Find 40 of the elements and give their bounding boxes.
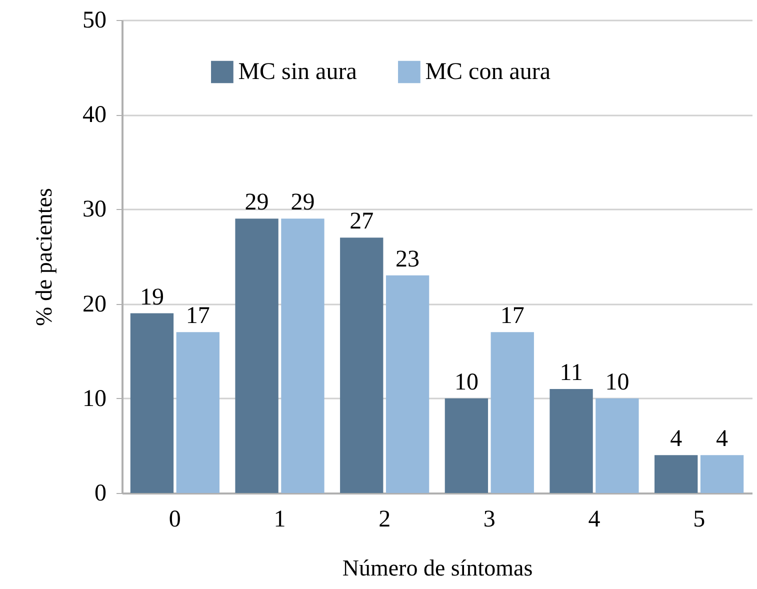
bar — [654, 455, 698, 493]
x-tick-label: 4 — [588, 506, 600, 532]
data-label: 29 — [290, 190, 315, 216]
bar — [596, 398, 639, 493]
y-tick-label: 0 — [94, 480, 106, 506]
y-tick-label: 20 — [82, 291, 106, 318]
bar — [490, 332, 534, 493]
data-label: 17 — [500, 303, 524, 330]
data-label: 19 — [140, 284, 164, 310]
legend-label: MC con aura — [425, 59, 551, 85]
y-axis-title: % de pacientes — [32, 188, 56, 326]
data-label: 29 — [244, 190, 269, 216]
data-label: 4 — [670, 426, 682, 452]
bar — [176, 332, 220, 493]
x-tick-label: 0 — [168, 506, 181, 532]
data-label: 10 — [454, 369, 478, 396]
data-label: 4 — [716, 426, 728, 452]
y-tick-label: 10 — [82, 386, 106, 412]
data-label: 27 — [350, 208, 374, 235]
x-tick-label: 1 — [274, 506, 286, 532]
data-label: 11 — [560, 360, 583, 386]
data-label: 23 — [396, 246, 420, 272]
bar — [281, 218, 324, 493]
x-tick-label: 5 — [693, 506, 706, 532]
bar — [130, 313, 174, 493]
y-tick-label: 40 — [82, 102, 106, 128]
legend-label: MC sin aura — [238, 59, 358, 85]
x-axis-title: Número de síntomas — [342, 556, 533, 580]
bar — [444, 398, 488, 493]
bar — [340, 238, 384, 493]
data-label: 17 — [186, 303, 210, 330]
y-tick-label: 30 — [82, 196, 106, 223]
y-tick-label: 50 — [82, 8, 106, 34]
bar — [235, 218, 278, 493]
data-label: 10 — [605, 369, 630, 396]
bar — [550, 388, 593, 493]
bar — [386, 275, 430, 493]
bar — [700, 455, 744, 493]
x-tick-label: 3 — [483, 506, 496, 532]
x-tick-label: 2 — [378, 506, 391, 532]
